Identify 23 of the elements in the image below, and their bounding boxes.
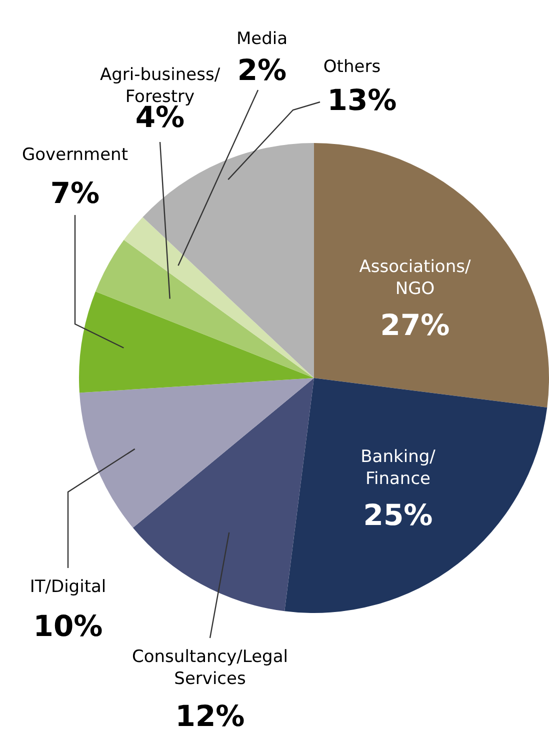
data-label: 2% bbox=[237, 53, 287, 87]
data-label: 27% bbox=[380, 308, 450, 342]
pie-slice bbox=[314, 143, 549, 408]
data-label: 7% bbox=[50, 176, 100, 210]
pie-slice bbox=[284, 378, 548, 613]
slice-label: Government bbox=[22, 145, 128, 165]
slice-label: Agri-business/ Forestry bbox=[100, 65, 220, 107]
slice-label: Associations/ NGO bbox=[359, 257, 471, 299]
pie-slice bbox=[132, 378, 314, 612]
pie-slice bbox=[79, 291, 314, 393]
pie-slice bbox=[142, 143, 314, 378]
slice-label: Media bbox=[236, 29, 288, 49]
pie-slice bbox=[96, 240, 314, 378]
pie-slice bbox=[124, 217, 314, 378]
slice-label: IT/Digital bbox=[30, 577, 106, 597]
data-label: 25% bbox=[363, 498, 433, 532]
data-label: 10% bbox=[33, 609, 103, 643]
data-label: 13% bbox=[327, 83, 397, 117]
slice-label: Others bbox=[323, 57, 381, 77]
data-label: 12% bbox=[175, 699, 245, 731]
pie-slice bbox=[79, 378, 314, 528]
slice-label: Banking/ Finance bbox=[360, 447, 436, 489]
slice-label: Consultancy/Legal Services bbox=[132, 647, 288, 689]
